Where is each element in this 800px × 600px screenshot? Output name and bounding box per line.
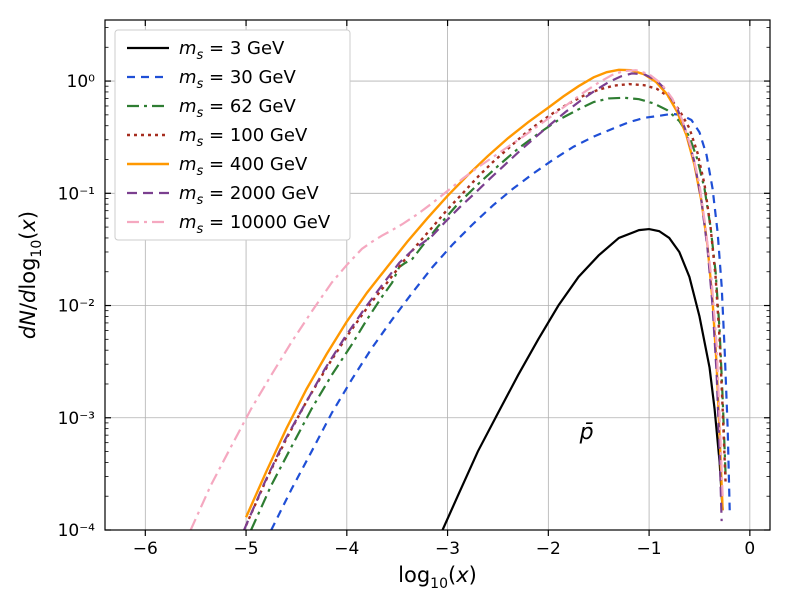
y-tick-label: 10⁻⁴: [58, 521, 96, 541]
y-tick-label: 10⁻²: [58, 297, 95, 317]
x-tick-label: −1: [637, 539, 662, 559]
x-tick-label: 0: [744, 539, 755, 559]
x-tick-label: −5: [234, 539, 259, 559]
x-tick-label: −6: [133, 539, 158, 559]
annotation-pbar: p̄: [579, 420, 594, 445]
antiproton-spectrum-chart: −6−5−4−3−2−1010⁻⁴10⁻³10⁻²10⁻¹10⁰log10(x)…: [0, 0, 800, 600]
y-tick-label: 10⁻³: [58, 409, 95, 429]
x-tick-label: −3: [435, 539, 460, 559]
x-tick-label: −2: [536, 539, 561, 559]
y-tick-label: 10⁰: [67, 72, 96, 92]
y-tick-label: 10⁻¹: [58, 184, 95, 204]
x-tick-label: −4: [334, 539, 359, 559]
